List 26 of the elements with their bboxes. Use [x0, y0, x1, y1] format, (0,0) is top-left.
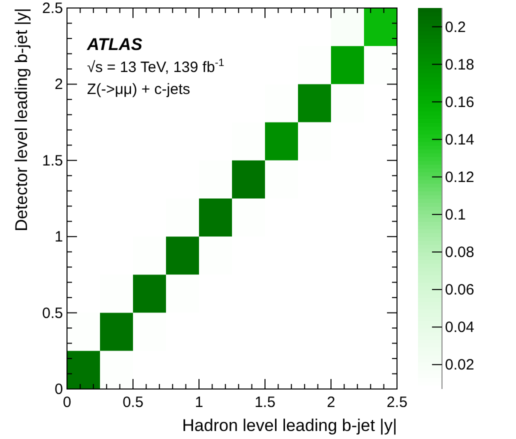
color-bar-label: 0.2 — [445, 18, 466, 36]
y-axis-title: Detector level leading b-jet |y| — [12, 8, 31, 232]
x-tick-label: 1.5 — [254, 394, 276, 411]
color-bar-label: 0.06 — [445, 282, 474, 299]
annotation: ATLAS — [86, 35, 144, 54]
color-bar-label: 0.16 — [445, 94, 474, 111]
y-tick-label: 0 — [54, 381, 63, 398]
annotation: Z(->μμ) + c-jets — [87, 81, 190, 98]
x-tick-label: 1 — [194, 394, 204, 411]
color-bar-label: 0.02 — [445, 356, 474, 374]
annotation: √s = 13 TeV, 139 fb$^{-1}$ — [87, 57, 224, 76]
color-bar-label: 0.08 — [445, 244, 474, 261]
color-bar-label: 0.1 — [445, 206, 466, 224]
y-tick-label: 1.5 — [42, 152, 63, 170]
y-tick-label: 2 — [54, 76, 63, 94]
y-tick-label: 1 — [54, 228, 63, 246]
x-tick-label: 2 — [326, 394, 336, 411]
x-axis-title: Hadron level leading b-jet |y| — [182, 416, 397, 435]
y-tick-label: 0.5 — [42, 304, 63, 322]
color-bar-label: 0.14 — [445, 131, 474, 148]
color-bar-label: 0.04 — [445, 319, 474, 336]
color-bar-label: 0.18 — [445, 56, 474, 74]
x-tick-label: 2.5 — [386, 394, 408, 411]
color-bar-label: 0.12 — [445, 168, 474, 186]
y-tick-label: 2.5 — [42, 0, 63, 17]
x-tick-label: 0.5 — [122, 394, 144, 411]
